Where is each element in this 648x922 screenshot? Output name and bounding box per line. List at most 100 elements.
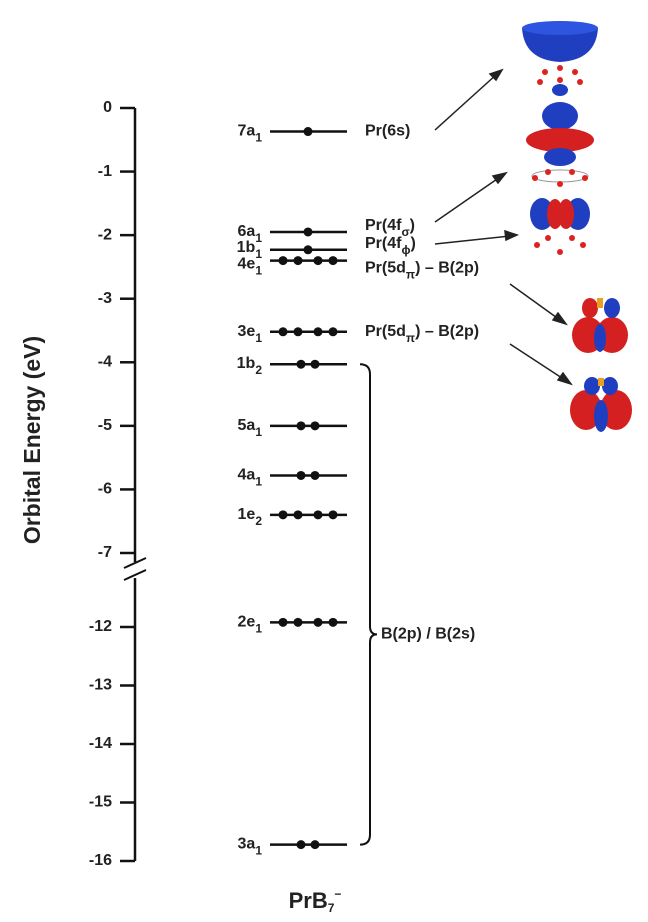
text-part: 2 xyxy=(255,514,262,528)
text-part: 3a xyxy=(238,836,256,853)
text-part: Pr(6s) xyxy=(365,123,410,140)
axis-break xyxy=(123,569,147,581)
y-tick-label: -3 xyxy=(98,290,112,307)
electron xyxy=(303,127,313,137)
text-part: 1 xyxy=(255,844,262,858)
text-part: 2 xyxy=(255,363,262,377)
text-part: Pr(4f xyxy=(365,235,402,252)
electron xyxy=(293,327,303,337)
electron xyxy=(328,510,338,520)
text-part: 1 xyxy=(255,247,262,261)
electron xyxy=(310,421,320,431)
text-part: ) – B(2p) xyxy=(415,323,479,340)
text-part: 1 xyxy=(255,425,262,439)
text-part: 1 xyxy=(255,131,262,145)
y-tick-label: -2 xyxy=(98,226,112,243)
text-part: 1 xyxy=(255,331,262,345)
electron xyxy=(328,327,338,337)
electron xyxy=(328,617,338,627)
electron xyxy=(310,359,320,369)
electron xyxy=(293,510,303,520)
level-label: 2e1 xyxy=(238,614,263,636)
text-part: PrB xyxy=(289,888,328,913)
text-part: − xyxy=(334,887,341,901)
electron xyxy=(296,421,306,431)
level-label: 7a1 xyxy=(238,123,263,145)
y-axis-title: Orbital Energy (eV) xyxy=(19,336,45,544)
y-tick-label: -16 xyxy=(89,852,112,869)
text-part: 1 xyxy=(255,231,262,245)
text-part: ) – B(2p) xyxy=(415,260,479,277)
level-label: 4a1 xyxy=(238,467,263,489)
y-tick-label: 0 xyxy=(103,99,112,116)
electron xyxy=(303,245,313,255)
y-tick-label: -12 xyxy=(89,618,112,635)
text-part: Pr(5d xyxy=(365,260,406,277)
electron xyxy=(293,256,303,266)
level-label: 4e1 xyxy=(238,256,263,278)
text-part: 1b xyxy=(237,355,256,372)
y-tick-label: -15 xyxy=(89,794,112,811)
electron xyxy=(278,510,288,520)
y-tick-label: -13 xyxy=(89,677,112,694)
level-label: 1b2 xyxy=(237,355,263,377)
brace-label: B(2p) / B(2s) xyxy=(381,626,475,643)
electron xyxy=(303,227,313,237)
electron xyxy=(310,840,320,850)
text-part: 1 xyxy=(255,621,262,635)
brace xyxy=(359,363,378,846)
level-label: 1e2 xyxy=(238,506,263,528)
electron xyxy=(278,327,288,337)
annotation: Pr(6s) xyxy=(365,123,410,140)
level-label: 3e1 xyxy=(238,323,263,345)
y-tick-label: -7 xyxy=(98,544,112,561)
y-tick-label: -5 xyxy=(98,417,112,434)
electron xyxy=(278,256,288,266)
text-part: 4e xyxy=(238,256,256,273)
electron xyxy=(296,359,306,369)
electron xyxy=(313,617,323,627)
annotation: Pr(4fϕ) xyxy=(365,235,416,257)
electron xyxy=(313,256,323,266)
level-label: 1b1 xyxy=(237,239,263,261)
axis-break xyxy=(123,557,147,569)
electron xyxy=(293,617,303,627)
species-label: PrB7− xyxy=(289,887,342,915)
text-part: 3e xyxy=(238,323,256,340)
level-label: 5a1 xyxy=(238,417,263,439)
electron xyxy=(278,617,288,627)
text-part: 7a xyxy=(238,123,256,140)
y-tick-label: -14 xyxy=(89,735,112,752)
text-part: 1b xyxy=(237,239,256,256)
level-label: 6a1 xyxy=(238,223,263,245)
electron xyxy=(313,327,323,337)
text-part: 7 xyxy=(328,901,335,915)
text-part: ϕ xyxy=(401,243,410,257)
level-label: 3a1 xyxy=(238,836,263,858)
text-part: σ xyxy=(401,225,409,239)
arrows xyxy=(434,68,573,386)
text-part: Pr(4f xyxy=(365,217,402,234)
text-part: 1 xyxy=(255,264,262,278)
y-tick-label: -1 xyxy=(98,163,112,180)
text-part: 1 xyxy=(255,475,262,489)
annotation: Pr(5dπ) – B(2p) xyxy=(365,260,479,282)
annotation: Pr(5dπ) – B(2p) xyxy=(365,323,479,345)
text-part: 6a xyxy=(238,223,256,240)
electron xyxy=(296,840,306,850)
electron xyxy=(328,256,338,266)
text-part: Pr(5d xyxy=(365,323,406,340)
y-tick-label: -4 xyxy=(98,354,112,371)
orbital-images xyxy=(522,21,632,432)
text-part: 4a xyxy=(238,467,256,484)
text-part: 5a xyxy=(238,417,256,434)
text-part: 1e xyxy=(238,506,256,523)
text-part: π xyxy=(406,268,415,282)
text-part: 2e xyxy=(238,614,256,631)
y-tick-label: -6 xyxy=(98,481,112,498)
electron xyxy=(296,470,306,480)
annotation: Pr(4fσ) xyxy=(365,217,415,239)
text-part: ) xyxy=(410,217,415,234)
electron xyxy=(310,470,320,480)
